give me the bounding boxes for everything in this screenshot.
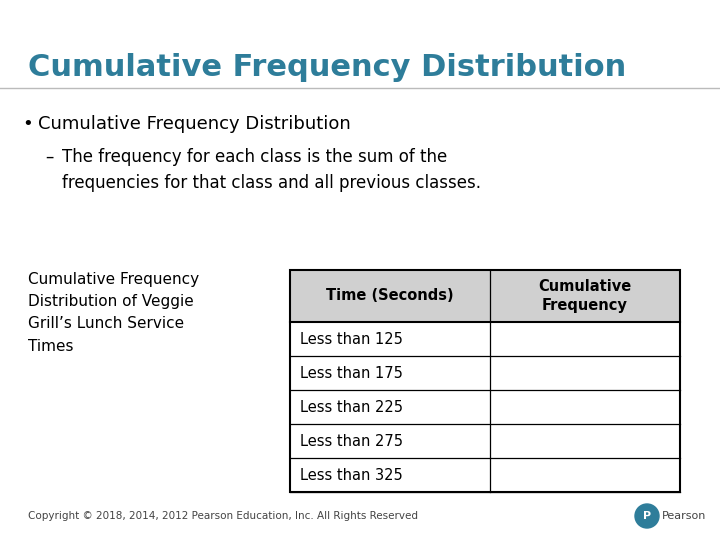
- Text: Less than 275: Less than 275: [300, 434, 403, 449]
- Text: The frequency for each class is the sum of the
frequencies for that class and al: The frequency for each class is the sum …: [62, 148, 481, 192]
- Text: Less than 325: Less than 325: [300, 468, 402, 483]
- Text: Time (Seconds): Time (Seconds): [326, 288, 454, 303]
- Text: •: •: [22, 115, 32, 133]
- Text: Pearson: Pearson: [662, 511, 706, 521]
- Text: –: –: [45, 148, 53, 166]
- Text: Cumulative Frequency Distribution: Cumulative Frequency Distribution: [28, 53, 626, 83]
- Circle shape: [635, 504, 659, 528]
- Bar: [290, 270, 680, 322]
- Text: Copyright © 2018, 2014, 2012 Pearson Education, Inc. All Rights Reserved: Copyright © 2018, 2014, 2012 Pearson Edu…: [28, 511, 418, 521]
- Text: Less than 175: Less than 175: [300, 366, 403, 381]
- Text: Less than 125: Less than 125: [300, 332, 403, 347]
- Text: P: P: [643, 511, 651, 521]
- Text: Cumulative Frequency Distribution: Cumulative Frequency Distribution: [38, 115, 351, 133]
- Bar: [290, 270, 680, 492]
- Text: Cumulative
Frequency: Cumulative Frequency: [539, 279, 631, 313]
- Text: Less than 225: Less than 225: [300, 400, 403, 415]
- Text: Cumulative Frequency
Distribution of Veggie
Grill’s Lunch Service
Times: Cumulative Frequency Distribution of Veg…: [28, 272, 199, 354]
